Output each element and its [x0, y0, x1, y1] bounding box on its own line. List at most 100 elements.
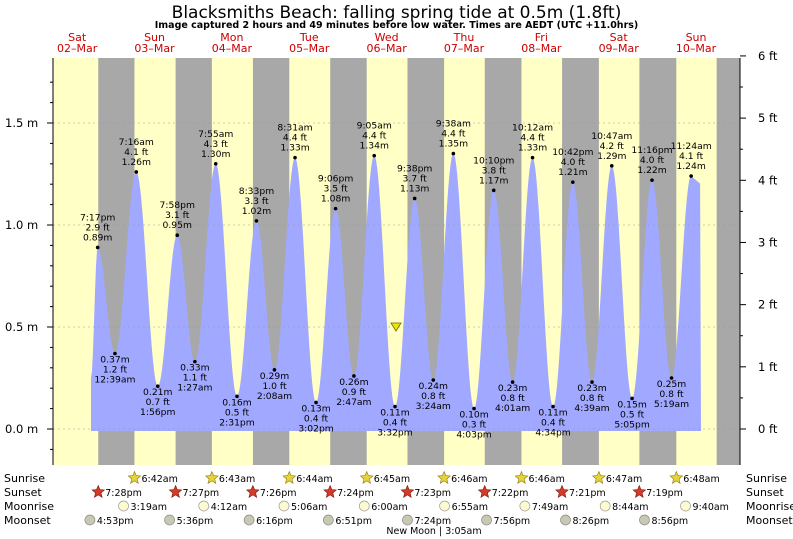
moonrise-icon: [118, 500, 129, 512]
low-tide-point: [314, 400, 318, 405]
moon-phase-note: New Moon | 3:05am: [386, 526, 481, 537]
left-tick-label: 1.5 m: [5, 116, 38, 130]
chart-subtitle: Image captured 2 hours and 49 minutes be…: [154, 20, 639, 31]
low-tide-label: 0.4 ft: [304, 413, 329, 424]
high-tide-label: 7:16am: [119, 137, 154, 148]
high-tide-label: 7:58pm: [160, 200, 195, 211]
moonset-time: 8:26pm: [573, 516, 610, 527]
moonrise-icon: [519, 500, 531, 512]
low-tide-label: 0.23m: [498, 383, 527, 394]
sunset-time: 7:19pm: [646, 488, 683, 499]
day-name: Fri: [535, 31, 548, 44]
high-tide-label: 10:10pm: [473, 155, 514, 166]
high-tide-label: 1.33m: [280, 143, 309, 154]
sunrise-time: 6:43am: [219, 474, 255, 485]
low-tide-label: 1.1 ft: [183, 373, 208, 384]
moonset-time: 6:16pm: [256, 516, 293, 527]
sunset-icon: [168, 484, 183, 498]
low-tide-label: 0.8 ft: [421, 391, 446, 402]
high-tide-label: 9:38pm: [397, 163, 432, 174]
high-tide-label: 1.30m: [201, 149, 230, 160]
moonrise-time: 6:00am: [371, 502, 407, 513]
moonset-time: 7:24pm: [414, 516, 451, 527]
moonset-icon: [560, 514, 571, 526]
right-tick-label: 4 ft: [758, 173, 778, 187]
high-tide-label: 4.1 ft: [124, 147, 149, 158]
sunset-time: 7:23pm: [414, 488, 451, 499]
moonset-icon: [481, 514, 492, 526]
sunrise-time: 6:46am: [528, 474, 564, 485]
high-tide-label: 3.1 ft: [165, 210, 190, 221]
high-tide-label: 4.0 ft: [640, 155, 665, 166]
day-name: Wed: [375, 31, 399, 44]
sunset-row-label: Sunset: [4, 486, 42, 499]
moonrise-time: 5:06am: [291, 502, 327, 513]
low-tide-label: 0.21m: [143, 387, 172, 398]
high-tide-point: [95, 245, 100, 250]
low-tide-point: [193, 359, 197, 364]
low-tide-point: [590, 380, 594, 384]
low-tide-label: 0.10m: [459, 410, 488, 421]
low-tide-label: 2:31pm: [219, 417, 254, 428]
high-tide-label: 3.3 ft: [244, 196, 269, 207]
day-name: Sat: [610, 31, 629, 44]
high-tide-label: 1.29m: [597, 151, 626, 162]
left-tick-label: 0.5 m: [5, 320, 38, 334]
moonrise-icon: [278, 500, 290, 512]
high-tide-label: 4.4 ft: [520, 133, 545, 144]
low-tide-point: [551, 404, 555, 409]
day-date: 07–Mar: [444, 42, 485, 55]
low-tide-point: [155, 384, 160, 388]
low-tide-label: 1:27am: [177, 383, 212, 394]
high-tide-point: [571, 180, 575, 184]
high-tide-label: 11:24am: [671, 141, 712, 152]
moonrise-row-label: Moonrise: [4, 500, 54, 513]
sunrise-icon: [359, 470, 374, 484]
sunrise-icon: [127, 470, 142, 484]
low-tide-label: 1.0 ft: [262, 381, 287, 392]
right-tick-label: 0 ft: [758, 422, 778, 436]
moonset-time: 8:56pm: [651, 516, 688, 527]
low-tide-label: 0.4 ft: [541, 418, 566, 429]
high-tide-point: [689, 174, 693, 178]
day-name: Mon: [220, 31, 243, 44]
moonset-icon: [84, 514, 96, 526]
low-tide-point: [472, 406, 476, 411]
high-tide-label: 1.21m: [558, 167, 587, 178]
low-tide-label: 4:03pm: [456, 430, 491, 441]
low-tide-label: 0.16m: [222, 397, 251, 408]
day-date: 05–Mar: [289, 42, 330, 55]
low-tide-label: 4:34pm: [535, 428, 570, 439]
chart-title: Blacksmiths Beach: falling spring tide a…: [171, 3, 622, 23]
low-tide-point: [393, 404, 397, 409]
moonrise-icon: [599, 500, 611, 512]
day-date: 08–Mar: [521, 42, 562, 55]
low-tide-label: 3:24am: [416, 401, 451, 412]
moonrise-time: 3:19am: [131, 502, 167, 513]
low-tide-point: [431, 378, 436, 382]
low-tide-label: 0.33m: [180, 363, 209, 374]
low-tide-label: 2:08am: [257, 391, 292, 402]
low-tide-label: 0.5 ft: [620, 409, 645, 420]
moonrise-time: 4:12am: [211, 502, 247, 513]
high-tide-label: 1.13m: [400, 183, 429, 194]
low-tide-label: 4:39am: [574, 403, 609, 414]
high-tide-point: [491, 188, 496, 193]
sunset-time: 7:21pm: [569, 488, 606, 499]
left-tick-label: 0.0 m: [5, 422, 38, 436]
sunset-time: 7:26pm: [260, 488, 297, 499]
low-tide-point: [352, 374, 356, 378]
moonrise-icon: [358, 500, 370, 512]
moonset-icon: [639, 514, 650, 526]
sunset-icon: [632, 484, 647, 498]
low-tide-point: [113, 351, 117, 356]
low-tide-label: 0.5 ft: [225, 407, 250, 418]
high-tide-label: 4.4 ft: [441, 129, 466, 140]
sunset-row-label-right: Sunset: [746, 486, 784, 499]
sunrise-icon: [591, 470, 606, 484]
moonrise-time: 8:44am: [612, 502, 648, 513]
high-tide-label: 1.24m: [676, 161, 705, 172]
low-tide-label: 0.4 ft: [383, 418, 408, 429]
low-tide-point: [630, 396, 634, 401]
